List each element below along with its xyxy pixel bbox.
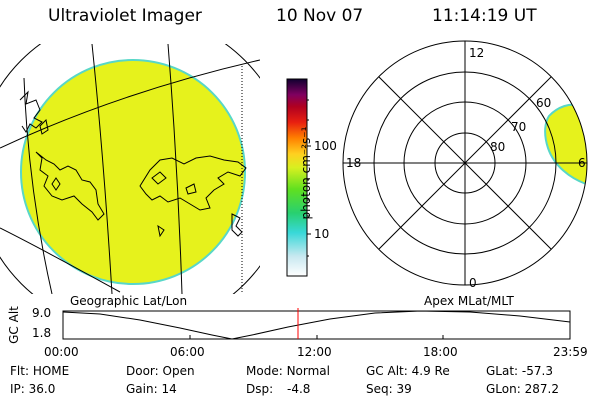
altitude-ytick-max: 9.0 <box>32 306 52 320</box>
lat-lon-grid <box>0 44 260 294</box>
status-glat-value: -57.3 <box>521 364 553 378</box>
colorbar-tick-10: 10 <box>314 227 330 241</box>
altitude-ytick-min: 1.8 <box>32 326 52 340</box>
status-seq-label: Seq: <box>366 382 393 396</box>
status-gain-value: 14 <box>161 382 177 396</box>
status-door-value: Open <box>162 364 195 378</box>
geographic-map <box>0 44 260 294</box>
altitude-xtick-2359: 23:59 <box>553 345 588 359</box>
status-dsp-label: Dsp: <box>246 382 274 396</box>
colorbar-unit-label: photon cm⁻²s⁻¹ <box>299 126 313 220</box>
status-door-label: Door: <box>126 364 159 378</box>
altitude-x-ticks <box>62 335 571 339</box>
altitude-frame <box>62 310 571 340</box>
instrument-title: Ultraviolet Imager <box>48 6 202 26</box>
status-gc-alt-label: GC Alt: <box>366 364 408 378</box>
status-glat-label: GLat: <box>486 364 519 378</box>
status-ip-label: IP: <box>10 382 25 396</box>
apex-caption: Apex MLat/MLT <box>424 294 514 308</box>
status-flt-value: HOME <box>32 364 70 378</box>
polar-label-12: 12 <box>469 46 485 60</box>
coastlines <box>19 90 247 238</box>
status-seq: Seq: 39 <box>366 382 412 396</box>
status-ip: IP: 36.0 <box>10 382 55 396</box>
date-label: 10 Nov 07 <box>276 6 364 26</box>
status-gain: Gain: 14 <box>126 382 177 396</box>
uv-image-disc <box>20 59 246 285</box>
status-glon-label: GLon: <box>486 382 521 396</box>
status-mode-label: Mode: <box>246 364 283 378</box>
status-seq-value: 39 <box>396 382 412 396</box>
altitude-xtick-1200: 12:00 <box>297 345 332 359</box>
altitude-xtick-1800: 18:00 <box>423 345 458 359</box>
polar-lat-60: 60 <box>536 96 552 110</box>
status-glon: GLon: 287.2 <box>486 382 559 396</box>
altitude-axis-label: GC Alt <box>7 306 21 344</box>
status-mode: Mode: Normal <box>246 364 330 378</box>
status-dsp-value: -4.8 <box>286 382 311 396</box>
colorbar-ticks <box>307 99 311 257</box>
status-glat: GLat: -57.3 <box>486 364 553 378</box>
altitude-xtick-0000: 00:00 <box>44 345 79 359</box>
polar-lat-80: 80 <box>490 140 506 154</box>
polar-grid <box>342 40 588 286</box>
polar-label-6: 6 <box>578 156 586 170</box>
status-ip-value: 36.0 <box>28 382 56 396</box>
time-label: 11:14:19 UT <box>432 6 537 26</box>
colorbar-tick-100: 100 <box>314 139 337 153</box>
status-gc-alt: GC Alt: 4.9 Re <box>366 364 450 378</box>
status-door: Door: Open <box>126 364 195 378</box>
status-glon-value: 287.2 <box>524 382 559 396</box>
geographic-caption: Geographic Lat/Lon <box>70 294 188 308</box>
status-mode-value: Normal <box>286 364 330 378</box>
polar-plot <box>342 40 588 286</box>
status-flt: Flt: HOME <box>10 364 69 378</box>
altitude-curve <box>62 310 571 340</box>
status-dsp: Dsp: -4.8 <box>246 382 310 396</box>
polar-label-0: 0 <box>469 276 477 290</box>
auroral-oval-image <box>544 103 587 188</box>
polar-label-18: 18 <box>346 156 362 170</box>
status-flt-label: Flt: <box>10 364 29 378</box>
polar-lat-70: 70 <box>511 120 527 134</box>
altitude-xtick-0600: 06:00 <box>170 345 205 359</box>
colorbar <box>286 78 311 277</box>
status-gain-label: Gain: <box>126 382 158 396</box>
altitude-panel <box>62 308 571 340</box>
status-gc-alt-value: 4.9 Re <box>411 364 450 378</box>
colorbar-gradient <box>286 78 308 277</box>
